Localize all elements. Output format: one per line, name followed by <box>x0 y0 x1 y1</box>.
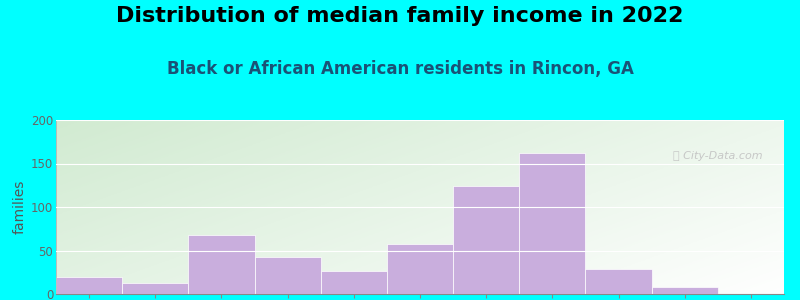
Y-axis label: families: families <box>13 180 27 234</box>
Text: ⓘ City-Data.com: ⓘ City-Data.com <box>673 151 762 161</box>
Bar <box>56 277 122 294</box>
Bar <box>188 235 254 294</box>
Bar <box>321 272 387 294</box>
Bar <box>254 257 321 294</box>
Bar <box>586 269 652 294</box>
Bar <box>519 153 586 294</box>
Bar <box>453 186 519 294</box>
Bar <box>652 287 718 294</box>
Text: Black or African American residents in Rincon, GA: Black or African American residents in R… <box>166 60 634 78</box>
Bar <box>122 283 188 294</box>
Text: Distribution of median family income in 2022: Distribution of median family income in … <box>116 6 684 26</box>
Bar <box>387 244 453 294</box>
